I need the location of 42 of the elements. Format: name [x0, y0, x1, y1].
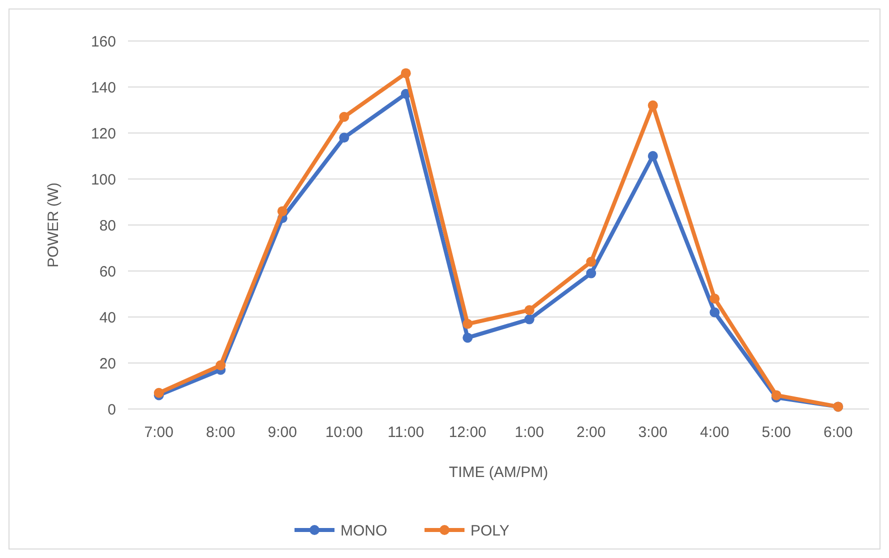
- point: [524, 314, 534, 324]
- y-tick-label: 120: [90, 125, 116, 142]
- x-tick-label: 5:00: [762, 424, 791, 441]
- point: [154, 388, 164, 398]
- y-tick-label: 20: [99, 355, 116, 372]
- y-tick-label: 60: [99, 263, 116, 280]
- y-axis-title: POWER (W): [45, 182, 62, 268]
- point: [710, 307, 720, 318]
- x-tick-label: 10:00: [325, 424, 363, 441]
- y-tick-label: 140: [90, 79, 116, 96]
- x-tick-label: 12:00: [448, 424, 486, 441]
- point: [462, 332, 473, 343]
- legend-label: POLY: [470, 522, 510, 540]
- x-tick-label: 3:00: [638, 424, 668, 441]
- x-tick-label: 6:00: [824, 424, 853, 441]
- x-axis-title: TIME (AM/PM): [448, 464, 548, 481]
- y-tick-label: 0: [108, 401, 116, 418]
- point: [586, 268, 596, 278]
- x-tick-label: 8:00: [206, 424, 236, 441]
- x-tick-label: 9:00: [268, 424, 297, 441]
- y-tick-label: 40: [99, 309, 116, 326]
- point: [771, 390, 782, 400]
- point: [216, 360, 226, 370]
- x-tick-label: 11:00: [388, 424, 424, 441]
- y-tick-label: 160: [90, 33, 116, 50]
- y-tick-label: 100: [90, 171, 116, 188]
- x-tick-label: 7:00: [144, 424, 174, 441]
- y-tick-label: 80: [99, 217, 116, 234]
- point: [277, 206, 288, 216]
- legend-label: MONO: [340, 522, 388, 540]
- point: [524, 305, 534, 316]
- point: [586, 256, 596, 267]
- point: [648, 151, 658, 161]
- point: [339, 112, 350, 122]
- x-tick-label: 4:00: [700, 424, 730, 441]
- point: [710, 294, 720, 304]
- x-tick-label: 1:00: [514, 424, 544, 441]
- point: [400, 68, 411, 78]
- x-tick-label: 2:00: [576, 424, 606, 441]
- point: [339, 132, 350, 143]
- point: [648, 100, 658, 110]
- point: [462, 318, 473, 329]
